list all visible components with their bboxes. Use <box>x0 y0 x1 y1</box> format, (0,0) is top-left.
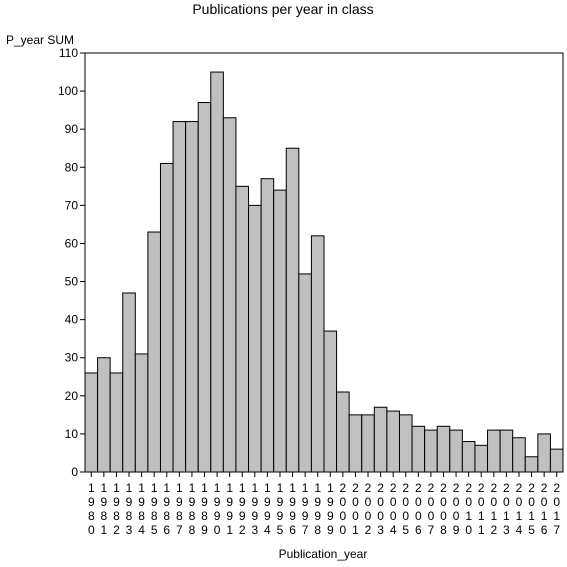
bar-1983 <box>122 292 136 473</box>
y-tick-label: 110 <box>59 46 78 60</box>
bar-2013 <box>499 429 514 473</box>
bar-1995 <box>273 189 287 473</box>
bar-2005 <box>398 414 413 473</box>
bar-2008 <box>436 425 451 473</box>
y-tick-label: 70 <box>65 198 79 212</box>
bar-2004 <box>386 410 400 473</box>
bar-1999 <box>323 330 338 473</box>
bar-1992 <box>235 185 250 473</box>
y-tick-label: 0 <box>71 465 78 479</box>
y-tick-label: 90 <box>65 122 79 136</box>
bar-2016 <box>537 433 551 473</box>
bars <box>84 71 564 473</box>
y-tick-label: 50 <box>65 275 79 289</box>
bar-1981 <box>97 357 111 473</box>
y-tick-label: 10 <box>65 427 79 441</box>
y-tick-label: 100 <box>58 84 78 98</box>
bar-1980 <box>84 372 99 473</box>
y-tick-label: 80 <box>65 160 79 174</box>
bar-1984 <box>134 353 149 473</box>
bar-1997 <box>298 273 312 473</box>
bar-1994 <box>260 178 275 473</box>
bar-1990 <box>210 71 224 473</box>
bar-2011 <box>474 444 489 473</box>
bar-2003 <box>373 406 388 473</box>
x-axis: 1 9 8 0 1 9 8 1 1 9 8 2 1 9 8 3 1 9 8 4 1 9 8 5 1 9 8 6 1 9 8 7 1 9 8 8 1 9 8 9… <box>88 472 560 537</box>
plot-area-frame <box>84 52 564 473</box>
bar-1998 <box>310 235 325 473</box>
chart-title: Publications per year in class <box>192 1 373 17</box>
bar-2009 <box>449 429 463 473</box>
bar-2012 <box>487 429 501 473</box>
bar-2000 <box>336 391 350 473</box>
y-tick-label: 30 <box>65 351 79 365</box>
bar-1996 <box>285 147 300 473</box>
bar-1989 <box>197 102 212 473</box>
y-axis: 0 10 20 30 40 50 60 70 80 90 100 110 <box>58 46 85 479</box>
bar-2006 <box>411 425 426 473</box>
y-tick-label: 20 <box>65 389 79 403</box>
bar-1987 <box>172 121 187 473</box>
bar-2017 <box>549 448 564 473</box>
y-axis-label: P_year SUM <box>6 33 74 47</box>
bar-1986 <box>159 162 174 473</box>
x-axis-label: Publication_year <box>279 547 368 561</box>
bar-2002 <box>361 414 375 473</box>
bar-2010 <box>461 441 476 473</box>
y-tick-label: 40 <box>65 313 79 327</box>
bar-2007 <box>424 429 438 473</box>
bar-2015 <box>524 456 539 473</box>
bar-1985 <box>147 231 161 473</box>
bar-1982 <box>109 372 124 473</box>
y-tick-label: 60 <box>65 236 79 250</box>
bar-2014 <box>512 437 526 473</box>
bar-1988 <box>185 121 199 473</box>
bar-1991 <box>222 117 237 473</box>
bar-1993 <box>248 204 262 473</box>
bar-2001 <box>348 414 363 473</box>
